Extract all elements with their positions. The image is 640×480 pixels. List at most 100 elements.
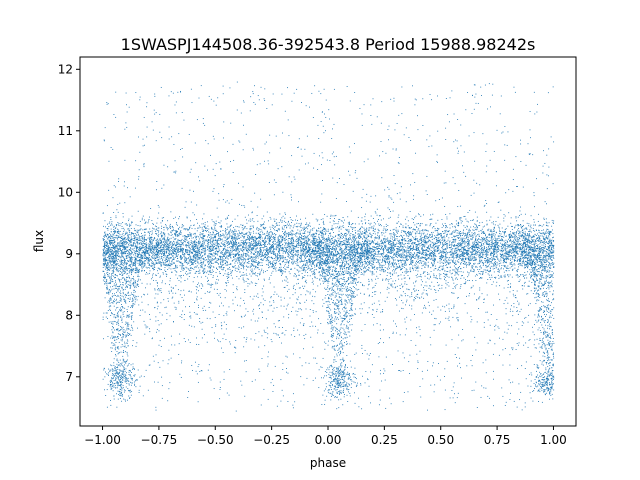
data-point: [149, 233, 150, 235]
data-point: [246, 247, 248, 249]
data-point: [452, 278, 454, 280]
data-point: [419, 224, 421, 226]
data-point: [540, 235, 542, 237]
data-point: [255, 275, 257, 277]
data-point: [267, 251, 269, 253]
data-point: [128, 228, 130, 230]
data-point: [370, 253, 372, 255]
data-point: [163, 247, 165, 249]
data-point: [483, 239, 484, 241]
data-point: [453, 251, 455, 253]
data-point: [209, 233, 211, 235]
data-point: [245, 269, 247, 271]
data-point: [149, 247, 151, 249]
data-point: [193, 249, 195, 250]
data-point: [317, 255, 319, 257]
data-point: [535, 250, 537, 252]
data-point: [131, 232, 133, 233]
data-point: [392, 246, 394, 248]
data-point: [267, 238, 269, 240]
data-point: [499, 229, 500, 231]
data-point: [518, 233, 519, 234]
data-point: [247, 237, 249, 238]
data-point: [247, 258, 249, 260]
data-point: [180, 231, 181, 233]
data-point: [349, 257, 351, 259]
data-point: [128, 240, 130, 242]
data-point: [319, 253, 321, 255]
data-point: [354, 229, 356, 231]
data-point: [431, 239, 433, 241]
data-point: [167, 245, 169, 247]
data-point: [253, 245, 255, 247]
data-point: [449, 254, 451, 256]
data-point: [501, 227, 503, 229]
data-point: [255, 245, 257, 247]
data-point: [260, 259, 262, 260]
data-point: [156, 249, 158, 251]
data-point: [524, 231, 526, 233]
data-point: [505, 242, 506, 244]
data-point: [527, 246, 529, 248]
data-point: [302, 246, 304, 248]
data-point: [465, 235, 467, 237]
data-point: [388, 247, 390, 249]
data-point: [203, 259, 205, 260]
data-point: [204, 236, 206, 237]
data-point: [484, 242, 486, 244]
data-point: [416, 267, 418, 268]
data-point: [338, 228, 340, 230]
data-point: [482, 226, 484, 228]
data-point: [195, 255, 197, 257]
data-point: [415, 247, 417, 249]
data-point: [149, 250, 151, 252]
data-point: [412, 236, 414, 238]
data-point: [173, 243, 175, 245]
data-point: [412, 253, 414, 255]
data-point: [435, 229, 437, 231]
data-point: [531, 268, 533, 270]
data-point: [220, 255, 222, 257]
data-point: [201, 244, 203, 246]
data-point: [229, 254, 231, 256]
data-point: [309, 250, 310, 252]
data-point: [490, 244, 492, 246]
data-point: [347, 254, 349, 256]
data-point: [143, 237, 145, 239]
data-point: [274, 262, 276, 264]
data-point: [482, 240, 484, 242]
data-point: [491, 256, 493, 258]
data-point: [154, 237, 156, 238]
data-point: [381, 243, 383, 245]
data-point: [473, 244, 475, 246]
data-point: [281, 270, 283, 272]
data-point: [218, 235, 220, 237]
data-point: [518, 231, 520, 233]
data-point: [476, 273, 478, 275]
data-point: [392, 246, 394, 248]
data-point: [313, 239, 315, 241]
data-point: [359, 237, 361, 239]
data-point: [370, 234, 372, 236]
data-point: [331, 252, 333, 254]
data-point: [468, 256, 470, 258]
data-point: [270, 228, 272, 230]
data-point: [392, 236, 393, 238]
data-point: [488, 243, 490, 245]
data-point: [399, 226, 401, 228]
data-point: [496, 256, 498, 258]
data-point: [343, 244, 345, 246]
data-point: [128, 256, 130, 258]
data-point: [296, 244, 298, 246]
data-point: [300, 267, 302, 269]
data-point: [191, 227, 193, 229]
data-point: [389, 216, 391, 218]
data-point: [300, 218, 301, 220]
data-point: [113, 251, 115, 253]
data-point: [392, 273, 393, 275]
data-point: [389, 246, 391, 248]
data-point: [165, 227, 167, 229]
data-point: [135, 260, 137, 262]
data-point: [424, 252, 426, 254]
data-point: [420, 257, 422, 259]
